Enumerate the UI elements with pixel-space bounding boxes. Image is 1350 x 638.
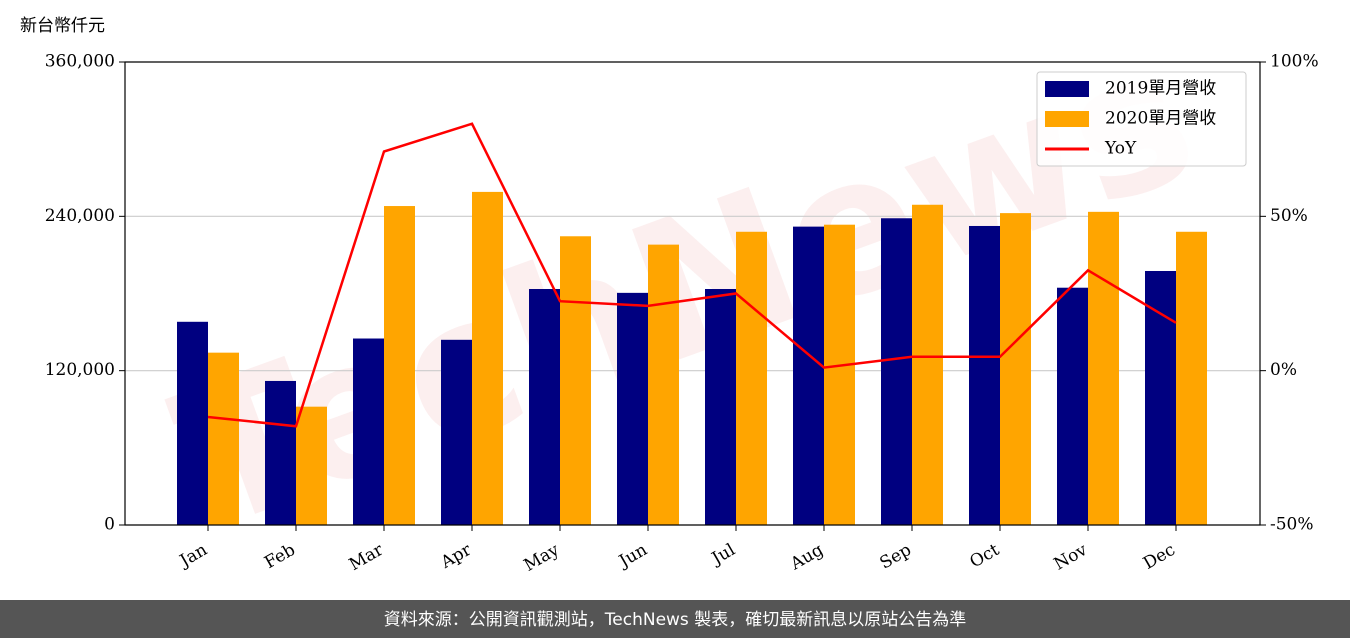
x-tick-label: Jan bbox=[175, 540, 211, 572]
bar bbox=[793, 226, 824, 525]
legend-box bbox=[1036, 71, 1247, 167]
y2-tick-label: 50% bbox=[1270, 206, 1308, 226]
bar bbox=[824, 224, 855, 525]
footer-bar bbox=[0, 600, 1350, 638]
bar bbox=[208, 352, 239, 525]
y-tick-label: 120,000 bbox=[45, 360, 115, 380]
x-tick-label: Jul bbox=[707, 540, 739, 570]
bar bbox=[617, 292, 648, 525]
y2-tick-label: 0% bbox=[1270, 360, 1297, 380]
bar bbox=[296, 406, 327, 525]
bar bbox=[648, 244, 679, 525]
bar bbox=[441, 339, 472, 525]
x-tick-label: Nov bbox=[1051, 540, 1091, 575]
x-tick-label: Oct bbox=[967, 540, 1003, 573]
x-tick-label: Mar bbox=[346, 539, 388, 575]
footer: 資料來源：公開資訊觀測站，TechNews 製表，確切最新訊息以原站公告為準 bbox=[384, 610, 966, 630]
bar bbox=[969, 225, 1000, 525]
legend-label: YoY bbox=[1104, 139, 1137, 159]
legend-swatch bbox=[1045, 81, 1089, 97]
bar bbox=[1176, 231, 1207, 525]
bar bbox=[177, 321, 208, 525]
y-tick-label: 240,000 bbox=[45, 206, 115, 226]
x-tick-label: Apr bbox=[437, 539, 476, 573]
legend-swatch bbox=[1045, 111, 1089, 127]
bar bbox=[1088, 211, 1119, 525]
bar bbox=[265, 380, 296, 525]
bar bbox=[705, 288, 736, 525]
bar bbox=[384, 206, 415, 526]
bar bbox=[1000, 213, 1031, 526]
x-tick-label: Sep bbox=[877, 540, 915, 574]
bar bbox=[1057, 287, 1088, 525]
bar bbox=[529, 288, 560, 525]
y-tick-label: 0 bbox=[104, 515, 115, 535]
bar bbox=[353, 338, 384, 525]
y2-tick-label: -50% bbox=[1270, 515, 1314, 535]
x-tick-label: Aug bbox=[786, 540, 827, 575]
plot-frame bbox=[124, 61, 1261, 526]
line bbox=[207, 122, 1177, 428]
bar bbox=[1145, 270, 1176, 525]
bar bbox=[881, 218, 912, 525]
bar bbox=[472, 191, 503, 525]
y-tick-label: 360,000 bbox=[45, 52, 115, 72]
bar bbox=[912, 204, 943, 525]
x-tick-label: Dec bbox=[1140, 540, 1179, 574]
x-tick-label: May bbox=[521, 540, 564, 576]
legend-label: 2020單月營收 bbox=[1105, 109, 1216, 129]
x-tick-label: Jun bbox=[614, 540, 651, 573]
bar bbox=[560, 236, 591, 525]
y2-tick-label: 100% bbox=[1270, 52, 1319, 72]
y-axis-label: 新台幣仟元 bbox=[20, 16, 105, 36]
bar bbox=[736, 231, 767, 525]
legend-label: 2019單月營收 bbox=[1105, 79, 1216, 99]
